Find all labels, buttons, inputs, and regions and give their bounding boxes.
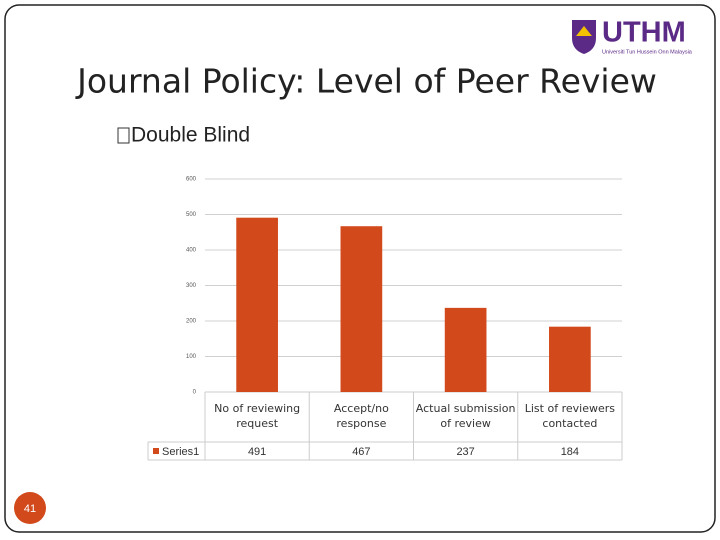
y-tick-label: 0 [193, 390, 197, 396]
bullet-text: Double Blind [131, 124, 250, 147]
table-value: 467 [352, 446, 370, 458]
y-tick-label: 400 [186, 248, 197, 254]
y-tick-label: 200 [186, 319, 197, 325]
x-tick-label-box: List of reviewers contacted [524, 402, 615, 430]
x-tick-label: List of reviewers contacted [524, 402, 615, 430]
y-tick-label: 300 [186, 283, 197, 289]
page-number-badge [14, 492, 46, 524]
y-tick-label: 100 [186, 354, 197, 360]
table-value: 184 [561, 446, 579, 458]
page-number: 41 [24, 503, 36, 515]
x-tick-label: Actual submission of review [415, 402, 516, 430]
legend-label: Series1 [162, 446, 199, 458]
chart: 0 100 200 300 400 500 600 No of reviewing reque… [147, 177, 623, 461]
x-tick-label: Accept/no response [333, 402, 389, 430]
x-tick-label-box: No of reviewing request [214, 402, 301, 430]
legend-swatch [153, 448, 159, 454]
bar [444, 307, 487, 392]
bar [236, 217, 278, 392]
slide-title: Journal Policy: Level of Peer Review [75, 62, 657, 101]
logo-shield [572, 20, 596, 54]
bar [549, 326, 591, 392]
y-tick-label: 500 [186, 212, 197, 218]
bullet-glyph [117, 127, 130, 144]
x-tick-label-box: Actual submission of review [415, 402, 516, 430]
table-value: 237 [456, 446, 474, 458]
x-tick-label-box: Accept/no response [333, 402, 389, 430]
logo-emblem [576, 26, 592, 36]
logo-text: UTHM [602, 17, 686, 49]
table-value: 491 [248, 446, 266, 458]
bar [340, 226, 383, 392]
x-tick-label: No of reviewing request [214, 402, 301, 430]
logo-subtitle: Universiti Tun Hussein Onn Malaysia [602, 49, 693, 55]
y-tick-label: 600 [186, 177, 197, 183]
